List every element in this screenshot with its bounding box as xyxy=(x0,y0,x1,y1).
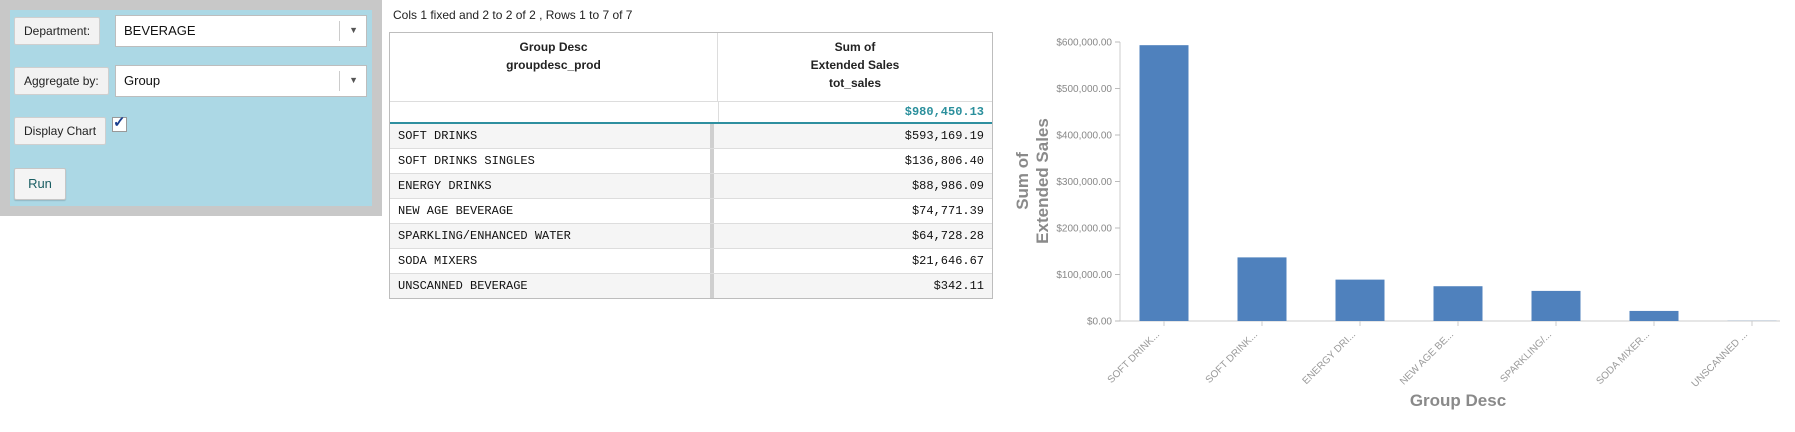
aggregate-label: Aggregate by: xyxy=(14,67,109,95)
x-tick-label: SOFT DRINK... xyxy=(1204,329,1260,385)
sales-cell: $342.11 xyxy=(933,279,984,293)
group-cell: SODA MIXERS xyxy=(390,249,714,273)
select-divider xyxy=(339,71,340,91)
chevron-down-icon[interactable]: ▼ xyxy=(349,75,358,85)
control-panel-frame: Department: BEVERAGE ▼ Aggregate by: Gro… xyxy=(0,0,382,216)
department-label: Department: xyxy=(14,17,101,45)
display-chart-label: Display Chart xyxy=(14,117,107,145)
group-cell: NEW AGE BEVERAGE xyxy=(390,199,714,223)
table-range-info: Cols 1 fixed and 2 to 2 of 2 , Rows 1 to… xyxy=(393,8,633,22)
table-row[interactable]: SODA MIXERS $21,646.67 xyxy=(390,249,992,274)
column-header-title: Extended Sales xyxy=(810,58,900,72)
column-header-title: Sum of xyxy=(834,40,876,54)
select-divider xyxy=(339,21,340,41)
x-tick-label: UNSCANNED ... xyxy=(1690,329,1750,389)
department-select-value: BEVERAGE xyxy=(124,23,196,38)
group-cell: SOFT DRINKS SINGLES xyxy=(390,149,714,173)
x-tick-label: ENERGY DRI... xyxy=(1301,329,1359,387)
table-header: Group Desc groupdesc_prod Sum of Extende… xyxy=(390,33,992,102)
table-row[interactable]: UNSCANNED BEVERAGE $342.11 xyxy=(390,274,992,298)
bar xyxy=(1335,279,1385,321)
bar xyxy=(1433,286,1483,321)
checkmark-icon: ✓ xyxy=(113,114,126,131)
results-table: Group Desc groupdesc_prod Sum of Extende… xyxy=(389,32,993,299)
y-tick-label: $100,000.00 xyxy=(1056,270,1112,281)
bar-chart: $0.00 $100,000.00 $200,000.00 $300,000.00 $4… xyxy=(1013,38,1780,410)
table-row[interactable]: SOFT DRINKS $593,169.19 xyxy=(390,124,992,149)
table-body: SOFT DRINKS $593,169.19 SOFT DRINKS SINGL… xyxy=(390,124,992,298)
x-tick-label: NEW AGE BE... xyxy=(1398,329,1456,387)
group-cell: SOFT DRINKS xyxy=(390,124,714,148)
group-cell: UNSCANNED BEVERAGE xyxy=(390,274,714,298)
y-tick-label: $200,000.00 xyxy=(1056,224,1112,235)
sales-cell: $74,771.39 xyxy=(911,204,984,218)
x-tick-label: SPARKLING/... xyxy=(1499,329,1555,385)
x-axis-title: Group Desc xyxy=(1410,391,1506,410)
bar xyxy=(1629,310,1679,321)
sales-cell: $593,169.19 xyxy=(904,129,984,143)
x-tick-label: SODA MIXER... xyxy=(1594,329,1652,387)
y-axis-title: Extended Sales xyxy=(1033,118,1052,244)
y-axis-title: Sum of xyxy=(1013,152,1032,210)
chevron-down-icon[interactable]: ▼ xyxy=(349,25,358,35)
column-header-sales[interactable]: Sum of Extended Sales tot_sales xyxy=(719,33,991,101)
total-value: $980,450.13 xyxy=(904,105,984,119)
group-cell: SPARKLING/ENHANCED WATER xyxy=(390,224,714,248)
table-row[interactable]: NEW AGE BEVERAGE $74,771.39 xyxy=(390,199,992,224)
aggregate-select[interactable]: Group ▼ xyxy=(115,65,367,97)
group-cell: ENERGY DRINKS xyxy=(390,174,714,198)
table-row[interactable]: ENERGY DRINKS $88,986.09 xyxy=(390,174,992,199)
department-select[interactable]: BEVERAGE ▼ xyxy=(115,15,367,47)
table-row[interactable]: SOFT DRINKS SINGLES $136,806.40 xyxy=(390,149,992,174)
y-tick-label: $300,000.00 xyxy=(1056,177,1112,188)
control-panel: Department: BEVERAGE ▼ Aggregate by: Gro… xyxy=(10,10,372,206)
aggregate-select-value: Group xyxy=(124,73,161,88)
total-row-label-cell xyxy=(390,102,719,122)
bar xyxy=(1237,257,1287,321)
column-header-field: tot_sales xyxy=(828,76,882,90)
column-header-field: groupdesc_prod xyxy=(506,58,601,72)
run-button[interactable]: Run xyxy=(14,168,66,200)
column-header-group[interactable]: Group Desc groupdesc_prod xyxy=(390,33,718,101)
y-tick-label: $600,000.00 xyxy=(1056,38,1112,49)
bar xyxy=(1139,45,1189,321)
sales-cell: $21,646.67 xyxy=(911,254,984,268)
table-row[interactable]: SPARKLING/ENHANCED WATER $64,728.28 xyxy=(390,224,992,249)
x-tick-label: SOFT DRINK... xyxy=(1106,329,1162,385)
total-row: $980,450.13 xyxy=(390,102,992,124)
column-header-title: Group Desc xyxy=(519,40,588,54)
sales-cell: $88,986.09 xyxy=(911,179,984,193)
y-tick-label: $0.00 xyxy=(1087,317,1112,328)
sales-cell: $136,806.40 xyxy=(904,154,984,168)
y-tick-label: $500,000.00 xyxy=(1056,84,1112,95)
sales-cell: $64,728.28 xyxy=(911,229,984,243)
y-tick-label: $400,000.00 xyxy=(1056,131,1112,142)
display-chart-checkbox[interactable]: ✓ xyxy=(112,114,127,132)
bar xyxy=(1531,290,1581,321)
